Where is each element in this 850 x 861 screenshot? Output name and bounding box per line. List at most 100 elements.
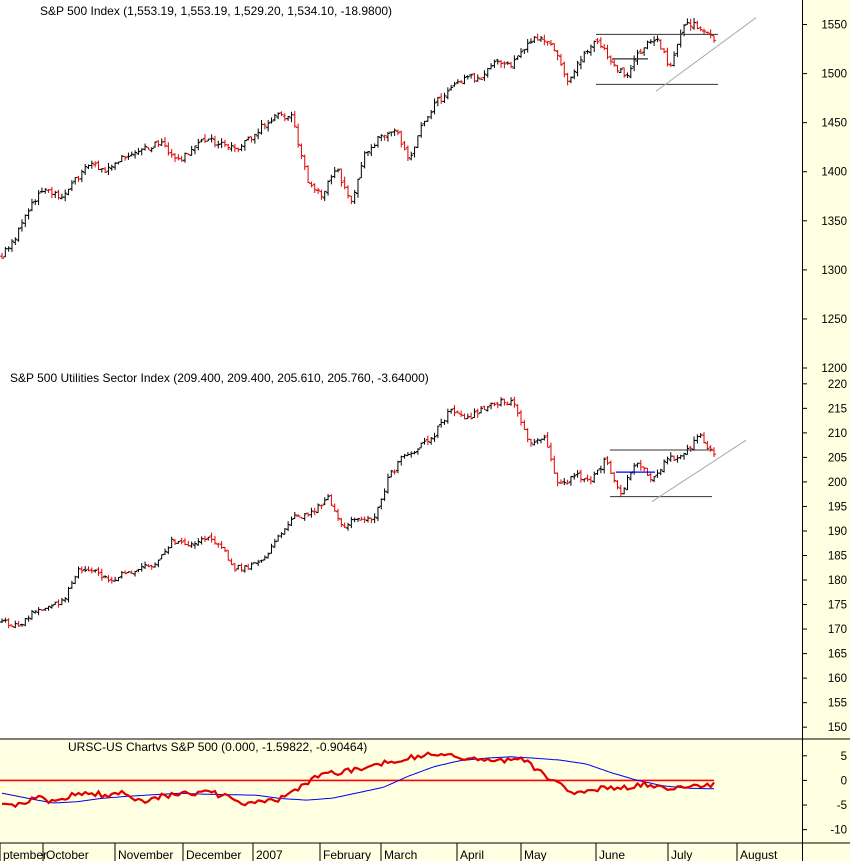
sp500-tick-label: 1500	[821, 69, 847, 81]
sp500-bar	[552, 43, 557, 52]
month-label: February	[323, 848, 371, 861]
sp500-bar	[176, 154, 181, 161]
util-bar	[648, 472, 653, 483]
util-bar	[479, 406, 484, 414]
sp500-bar	[449, 84, 454, 91]
util-bar	[6, 618, 11, 629]
util-bar	[502, 398, 507, 406]
sp500-bar	[635, 49, 640, 65]
rs-tick-label: 5	[841, 751, 847, 763]
sp500-bar	[672, 51, 677, 67]
sp500-bar	[525, 39, 530, 53]
util-bar	[292, 511, 297, 519]
util-bar	[638, 459, 643, 471]
sp500-tick-label: 1200	[821, 363, 847, 375]
sp500-bar	[246, 136, 251, 141]
sp500-bar	[545, 41, 550, 46]
sp500-bar	[153, 141, 158, 148]
util-bar	[176, 540, 181, 544]
util-bar	[675, 455, 680, 463]
sp500-bar	[385, 131, 390, 142]
sp500-bar	[339, 168, 344, 187]
util-bar	[312, 507, 317, 516]
sp500-bar	[319, 189, 324, 200]
util-bar	[535, 438, 540, 445]
util-bar	[662, 459, 667, 473]
sp500-bar	[286, 115, 291, 121]
sp500-trendline	[655, 17, 757, 92]
sp500-bar	[665, 47, 670, 67]
rs-signal-line	[1, 756, 715, 804]
sp500-bar	[192, 145, 197, 155]
util-bar	[63, 597, 68, 603]
sp500-bar	[638, 48, 643, 55]
sp500-bar	[439, 93, 444, 104]
rs-tick-label: -10	[830, 825, 847, 837]
sp500-bar	[356, 178, 360, 198]
util-bar	[116, 576, 121, 582]
sp500-bar	[475, 74, 480, 82]
util-bar	[545, 432, 550, 448]
util-bar	[415, 448, 420, 455]
util-bar	[425, 435, 430, 446]
sp500-bar	[0, 252, 4, 259]
month-label: March	[384, 848, 417, 861]
util-tick-label: 165	[828, 649, 847, 661]
util-tick-label: 205	[828, 452, 847, 464]
sp500-bar	[359, 161, 364, 179]
sp500-bar	[595, 38, 600, 45]
util-bar	[346, 522, 351, 531]
util-bar	[332, 503, 337, 512]
month-label: June	[599, 848, 625, 861]
util-bar	[509, 397, 514, 406]
sp500-bar	[578, 55, 583, 70]
sp500-bar	[239, 143, 244, 152]
util-bar	[29, 609, 34, 620]
util-bar	[429, 437, 434, 445]
month-label: August	[740, 848, 778, 861]
sp500-bar	[445, 87, 450, 100]
sp500-bar	[199, 138, 204, 143]
util-bar	[395, 460, 400, 474]
sp500-bar	[143, 143, 148, 151]
sp500-bar	[462, 74, 467, 85]
util-bar	[492, 402, 497, 407]
sp500-bar	[642, 47, 647, 56]
sp500-bar	[9, 239, 14, 252]
util-bar	[349, 516, 354, 529]
sp500-panel: 1200 1250 1300 1350 1400 1450 1500 1550	[0, 17, 847, 375]
util-trendline	[651, 439, 747, 502]
util-bar	[402, 453, 407, 459]
util-bar	[272, 538, 277, 548]
util-bar	[179, 537, 184, 545]
util-tick-label: 175	[828, 600, 847, 612]
util-bar	[672, 455, 677, 462]
month-strip	[0, 843, 850, 861]
sp500-bar	[242, 139, 247, 151]
sp500-bar	[459, 79, 464, 84]
util-bar	[608, 460, 613, 475]
util-bar	[289, 516, 294, 527]
sp500-bar	[216, 140, 221, 149]
sp500-bar	[712, 35, 716, 43]
sp500-bar	[489, 63, 494, 70]
sp500-bar	[322, 190, 327, 201]
sp500-bar	[163, 137, 168, 148]
util-bar	[143, 561, 148, 569]
sp500-bar	[33, 199, 38, 205]
sp500-bar	[399, 130, 404, 148]
util-bar	[76, 566, 81, 579]
util-bar	[585, 474, 590, 482]
sp500-bar	[585, 49, 590, 55]
sp500-bar	[179, 155, 184, 162]
util-bar	[432, 432, 437, 442]
sp500-bar	[389, 131, 394, 137]
sp500-bar	[169, 148, 174, 158]
sp500-tick-label: 1250	[821, 314, 847, 326]
util-tick-label: 180	[828, 575, 847, 587]
sp500-bar	[692, 18, 697, 30]
util-bar	[555, 472, 560, 487]
sp500-bar	[555, 49, 560, 61]
util-bar	[382, 488, 387, 501]
util-bar	[99, 568, 104, 581]
